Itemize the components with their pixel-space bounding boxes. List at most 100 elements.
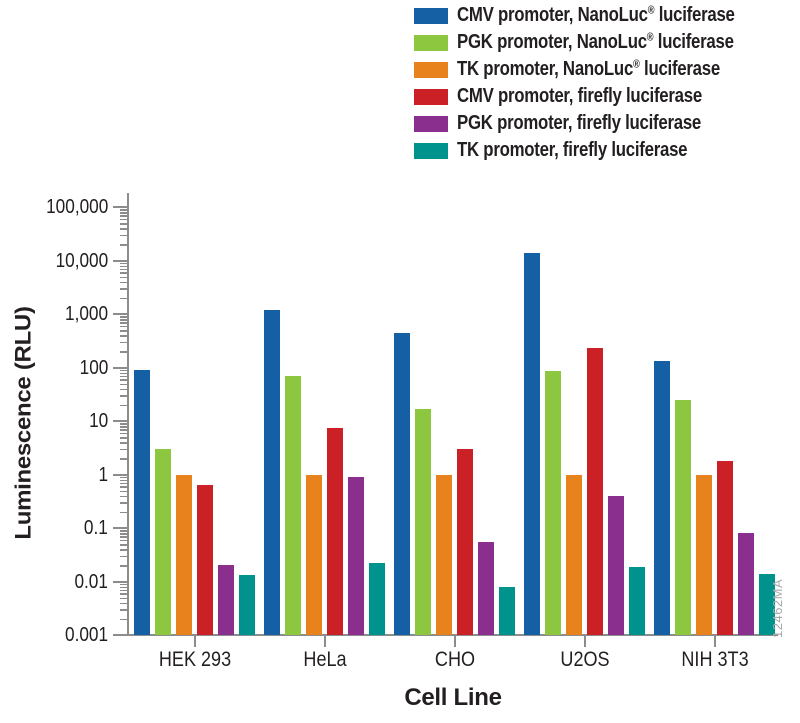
bar — [675, 399, 691, 635]
bar — [218, 565, 234, 635]
bar — [264, 309, 280, 635]
bar — [629, 566, 645, 635]
y-minor-tick — [120, 589, 128, 592]
y-minor-tick — [120, 597, 128, 600]
y-minor-tick — [120, 602, 128, 605]
bar — [545, 371, 561, 635]
bar — [239, 575, 255, 635]
y-minor-tick — [120, 272, 128, 274]
y-minor-tick — [120, 244, 128, 246]
y-minor-tick — [120, 351, 128, 353]
x-tick — [583, 636, 586, 647]
y-minor-tick — [120, 388, 128, 391]
y-minor-tick — [120, 322, 128, 324]
figure-id-watermark: 12462MA — [770, 578, 785, 638]
y-minor-tick — [120, 458, 128, 460]
y-tick-label: 10 — [88, 410, 108, 432]
y-minor-tick — [120, 549, 128, 551]
y-minor-tick — [120, 268, 128, 271]
legend-row: PGK promoter, NanoLuc® luciferase — [414, 29, 788, 56]
x-axis-title: Cell Line — [404, 684, 502, 711]
y-minor-tick — [120, 218, 128, 221]
x-category-label: U2OS — [559, 648, 610, 671]
bar — [134, 369, 150, 635]
legend-label: PGK promoter, NanoLuc® luciferase — [457, 31, 734, 53]
y-minor-tick — [120, 375, 128, 378]
bar — [478, 541, 494, 635]
y-tick-label: 0.01 — [74, 570, 108, 593]
y-tick-label: 0.001 — [64, 624, 108, 646]
x-tick — [453, 636, 456, 647]
legend-label: TK promoter, NanoLuc® luciferase — [457, 58, 720, 80]
y-minor-tick — [120, 539, 128, 542]
y-minor-tick — [120, 319, 128, 321]
y-major-tick — [113, 420, 128, 422]
y-tick-label: 1,000 — [64, 303, 108, 325]
y-minor-tick — [120, 383, 128, 386]
bar — [436, 474, 452, 635]
y-major-tick — [113, 580, 128, 583]
x-tick — [193, 636, 196, 647]
y-minor-tick — [120, 479, 128, 482]
y-minor-tick — [120, 212, 128, 214]
y-major-tick — [113, 527, 128, 529]
bar — [759, 573, 775, 635]
y-minor-tick — [120, 330, 128, 332]
legend-row: TK promoter, firefly luciferase — [414, 137, 788, 164]
y-minor-tick — [120, 423, 128, 425]
bar — [457, 448, 473, 635]
y-minor-tick — [120, 482, 128, 485]
legend-swatch — [414, 7, 448, 24]
legend-label: PGK promoter, firefly luciferase — [457, 112, 702, 134]
legend-swatch — [414, 34, 448, 51]
bar — [369, 563, 385, 635]
y-minor-tick — [120, 325, 128, 328]
legend-label: CMV promoter, firefly luciferase — [457, 85, 702, 107]
x-axis-baseline — [113, 634, 778, 636]
x-category-label: HeLa — [302, 648, 347, 671]
y-minor-tick — [120, 281, 128, 284]
y-minor-tick — [120, 223, 128, 225]
bar — [499, 586, 515, 635]
y-minor-tick — [120, 609, 128, 611]
y-minor-tick — [120, 379, 128, 381]
y-minor-tick — [120, 426, 128, 428]
y-minor-tick — [120, 437, 128, 439]
y-minor-tick — [120, 215, 128, 217]
bar — [587, 348, 603, 635]
legend-label: TK promoter, firefly luciferase — [457, 139, 688, 161]
y-tick-label: 0.1 — [84, 517, 108, 539]
y-minor-tick — [120, 228, 128, 230]
y-minor-tick — [120, 395, 128, 397]
y-minor-tick — [120, 316, 128, 318]
y-major-tick — [113, 473, 128, 476]
y-minor-tick — [120, 533, 128, 535]
y-minor-tick — [120, 476, 128, 479]
y-minor-tick — [120, 448, 128, 451]
legend-swatch — [414, 61, 448, 78]
y-minor-tick — [120, 276, 128, 279]
y-tick-label: 10,000 — [55, 249, 108, 272]
y-minor-tick — [120, 544, 128, 546]
y-minor-tick — [120, 495, 128, 498]
y-minor-tick — [120, 288, 128, 290]
y-tick-label: 1 — [98, 463, 108, 486]
y-minor-tick — [120, 234, 128, 237]
bar — [696, 474, 712, 635]
y-minor-tick — [120, 432, 128, 435]
y-minor-tick — [120, 341, 128, 344]
legend-row: CMV promoter, NanoLuc® luciferase — [414, 2, 788, 29]
y-tick-label: 100 — [79, 356, 108, 379]
y-minor-tick — [120, 429, 128, 431]
y-minor-tick — [120, 335, 128, 337]
legend: CMV promoter, NanoLuc® luciferase PGK pro… — [414, 2, 788, 164]
y-major-tick — [113, 313, 128, 315]
bar — [176, 474, 192, 635]
legend-row: PGK promoter, firefly luciferase — [414, 110, 788, 137]
y-minor-tick — [120, 593, 128, 595]
legend-swatch — [414, 88, 448, 105]
y-minor-tick — [120, 502, 128, 504]
bar — [566, 474, 582, 635]
x-tick — [713, 636, 716, 647]
